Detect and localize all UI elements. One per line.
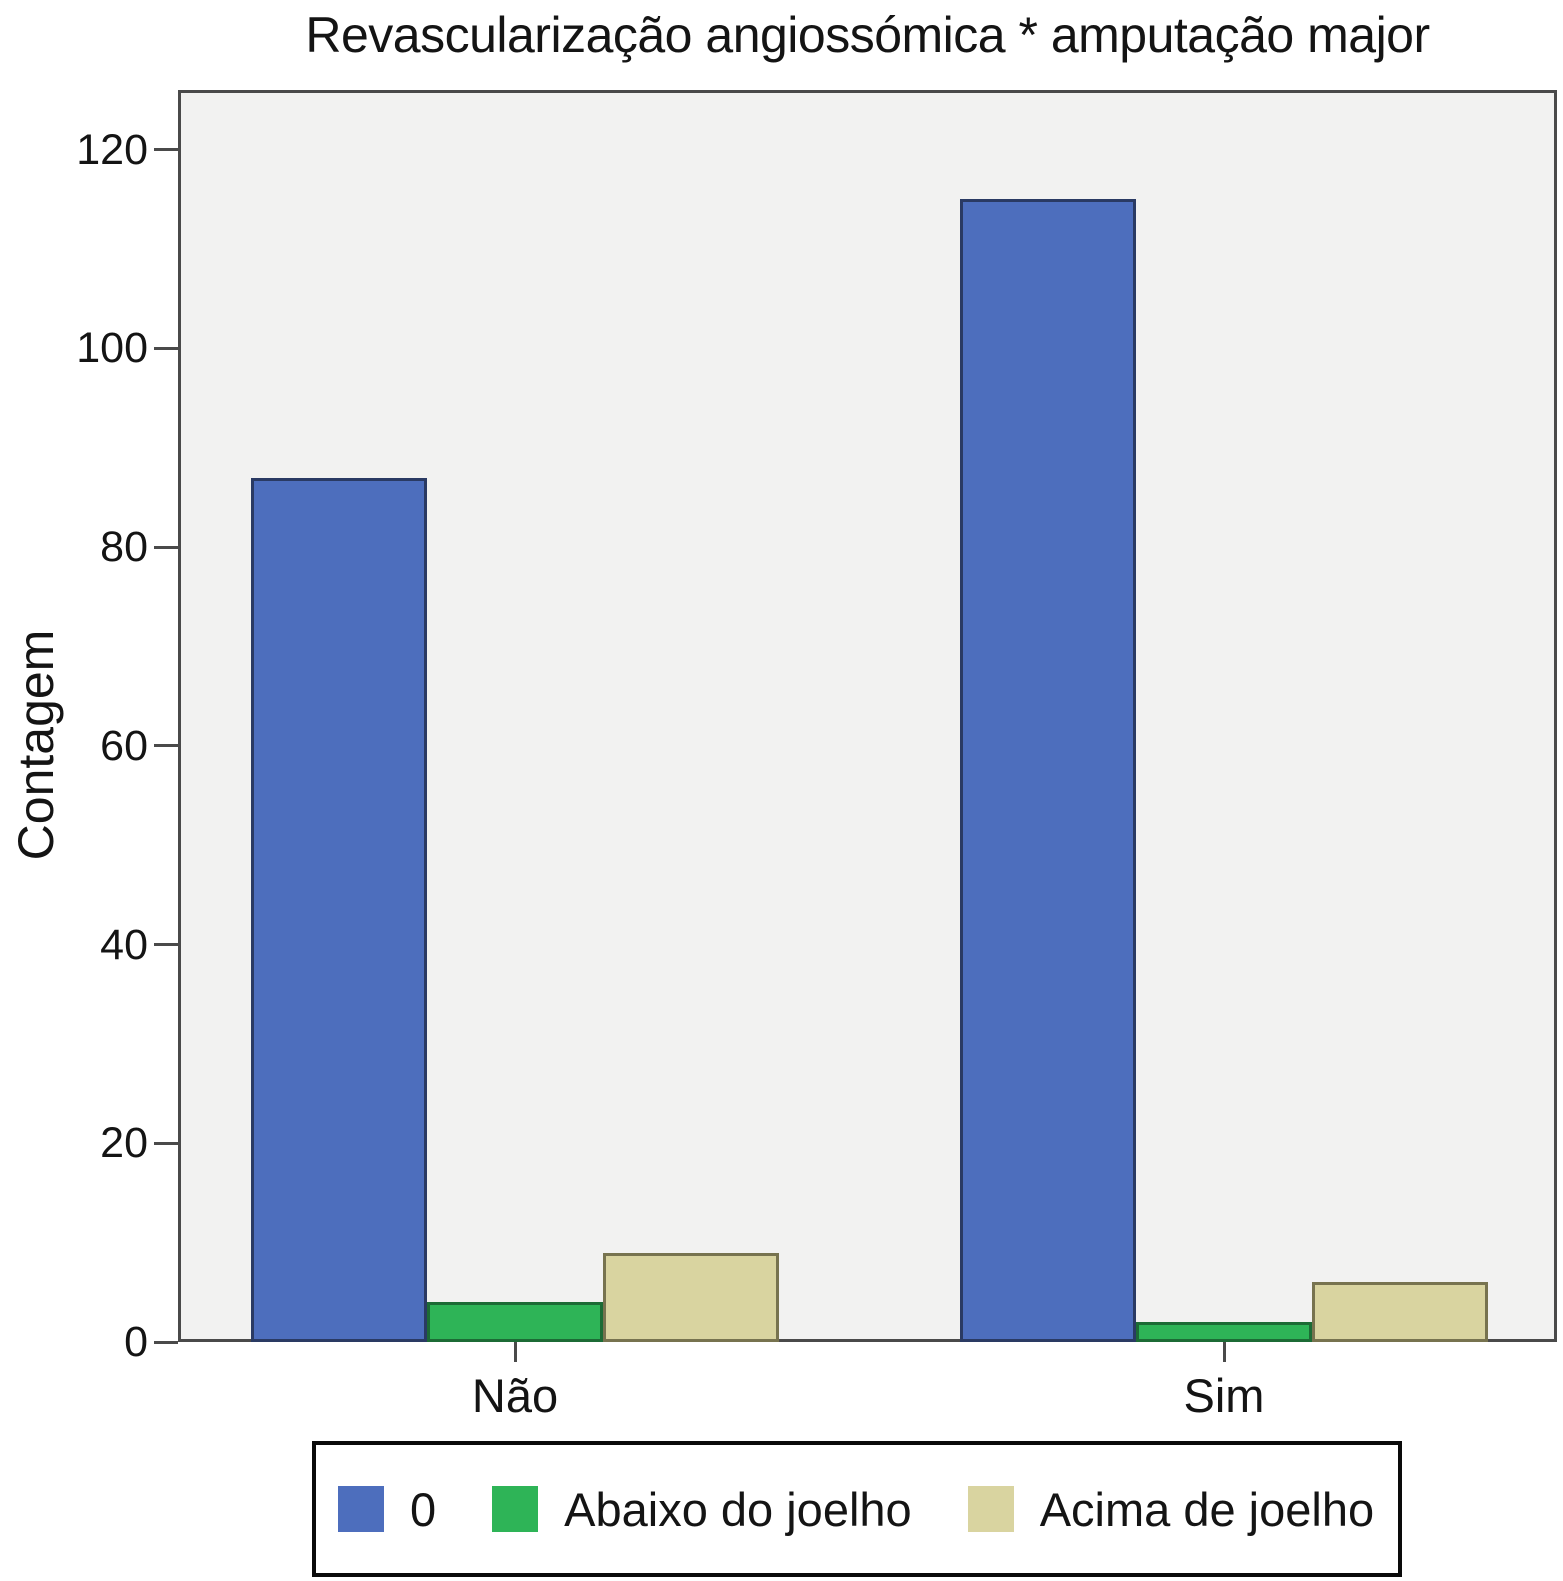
x-category-label-nao: Não bbox=[471, 1369, 559, 1422]
legend-swatch-abaixo-do-joelho bbox=[492, 1486, 539, 1532]
y-tick-label-60: 60 bbox=[100, 721, 148, 770]
y-tick-label-40: 40 bbox=[100, 920, 148, 969]
y-tick-label-20: 20 bbox=[100, 1119, 148, 1168]
legend-swatch-0 bbox=[338, 1486, 384, 1532]
legend-label-0: 0 bbox=[410, 1482, 437, 1536]
y-tick-label-80: 80 bbox=[100, 523, 148, 572]
legend-label-acima-de-joelho: Acima de joelho bbox=[1039, 1482, 1375, 1536]
y-tick-label-120: 120 bbox=[76, 125, 148, 174]
chart-title: Revascularização angiossómica * amputaçã… bbox=[305, 7, 1430, 63]
y-tick-mark-100 bbox=[154, 346, 178, 350]
x-category-label-sim: Sim bbox=[1183, 1369, 1265, 1422]
bar-sim-acima-de-joelho bbox=[1312, 1282, 1488, 1342]
y-tick-mark-40 bbox=[154, 943, 178, 947]
y-tick-label-100: 100 bbox=[76, 324, 148, 373]
legend-item-abaixo-do-joelho: Abaixo do joelho bbox=[492, 1482, 912, 1537]
legend-swatch-acima-de-joelho bbox=[967, 1486, 1014, 1532]
legend-label-abaixo-do-joelho: Abaixo do joelho bbox=[564, 1482, 912, 1536]
legend-item-0: 0 bbox=[338, 1482, 436, 1537]
plot-area bbox=[178, 90, 1557, 1342]
bar-nao-0 bbox=[251, 477, 427, 1342]
y-tick-label-0: 0 bbox=[124, 1318, 148, 1366]
bar-sim-0 bbox=[960, 199, 1136, 1342]
bar-nao-abaixo-do-joelho bbox=[427, 1302, 603, 1342]
legend-item-acima-de-joelho: Acima de joelho bbox=[967, 1482, 1375, 1537]
bar-nao-acima-de-joelho bbox=[603, 1252, 779, 1342]
y-tick-mark-120 bbox=[154, 148, 178, 152]
bar-sim-abaixo-do-joelho bbox=[1136, 1322, 1312, 1342]
x-tick-mark-sim bbox=[1222, 1342, 1226, 1362]
y-tick-mark-60 bbox=[154, 744, 178, 748]
y-tick-mark-80 bbox=[154, 545, 178, 549]
y-tick-mark-0 bbox=[154, 1340, 178, 1344]
y-tick-mark-20 bbox=[154, 1141, 178, 1145]
legend: 0 Abaixo do joelho Acima de joelho bbox=[312, 1441, 1402, 1577]
x-tick-mark-nao bbox=[513, 1342, 517, 1362]
